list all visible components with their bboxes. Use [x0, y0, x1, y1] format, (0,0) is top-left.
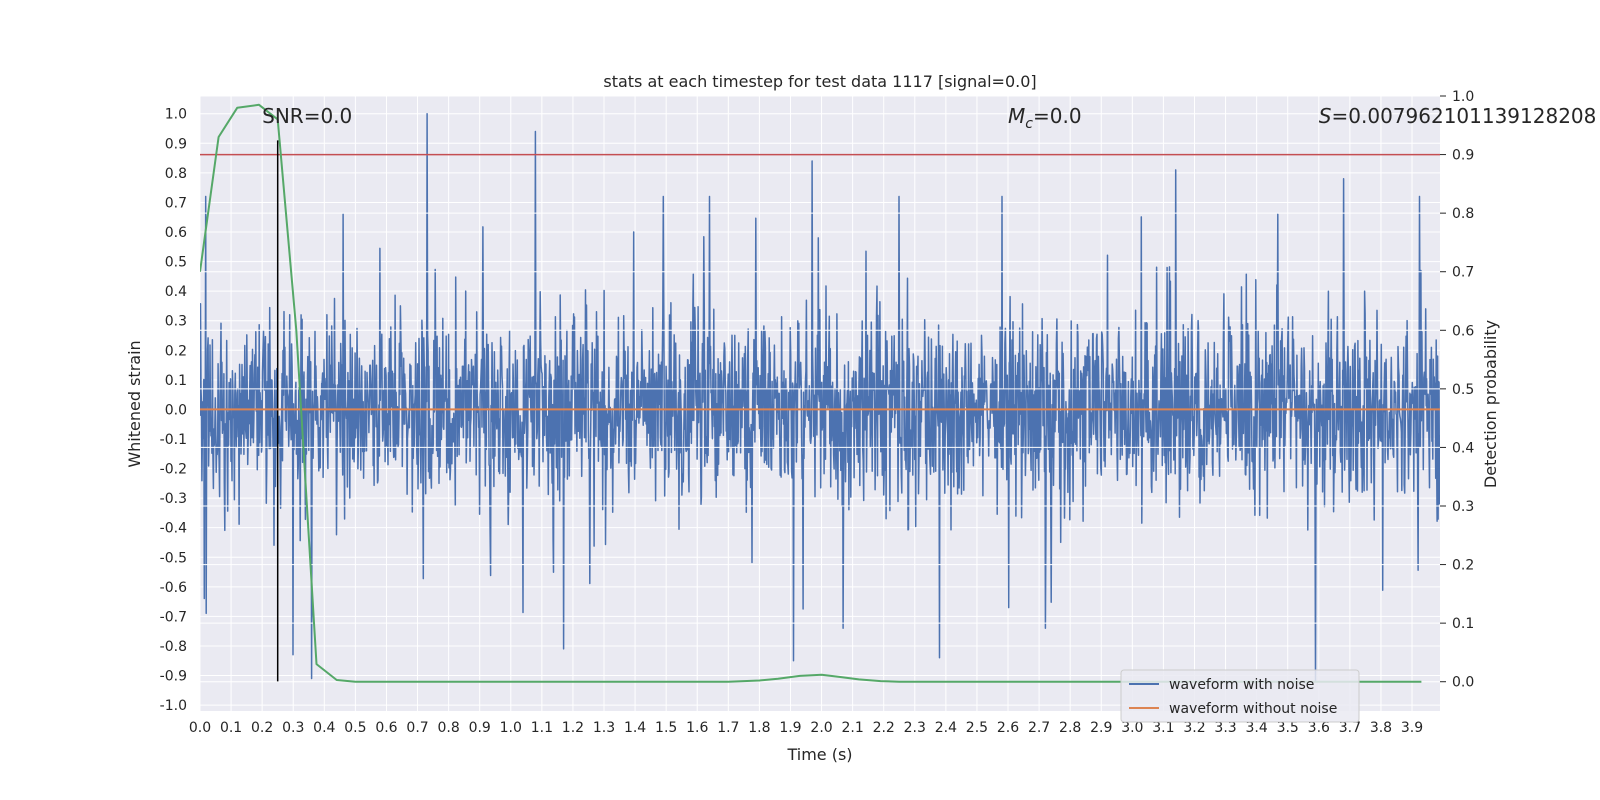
y-tick-label: -0.2: [160, 462, 187, 478]
x-tick-label: 2.5: [966, 720, 988, 736]
x-tick-label: 0.2: [251, 720, 273, 736]
x-tick-label: 0.1: [220, 720, 242, 736]
x-tick-label: 3.6: [1308, 720, 1330, 736]
y-axis-ticks: 1.0 0.9 0.8 0.7 0.6 0.5 0.4 0.3 0.2 0.1 0.0 -0.1 -0.…: [160, 107, 187, 714]
x-tick-label: 3.1: [1152, 720, 1174, 736]
y-tick-label: -0.5: [160, 550, 187, 566]
x-tick-label: 1.6: [686, 720, 708, 736]
annotation-text: S=0.007962101139128208: [1319, 104, 1597, 128]
y-tick-label: -0.7: [160, 609, 187, 625]
y2-tick-label: 0.6: [1452, 323, 1474, 339]
x-tick-label: 2.0: [810, 720, 832, 736]
annotations: SNR=0.0 Mc=0.0 S=0.007962101139128208: [262, 104, 1596, 132]
x-tick-label: 2.8: [1059, 720, 1081, 736]
x-tick-label: 0.5: [344, 720, 366, 736]
x-tick-label: 3.3: [1214, 720, 1236, 736]
y-tick-label: 0.2: [165, 343, 187, 359]
x-tick-label: 1.1: [531, 720, 553, 736]
y-tick-label: 0.9: [165, 136, 187, 152]
y-tick-label: -1.0: [160, 698, 187, 714]
overlay-lines: [200, 103, 1440, 683]
y2-tick-label: 0.4: [1452, 440, 1474, 456]
detection-probability-grid: [200, 95, 1440, 683]
chart-title: stats at each timestep for test data 111…: [603, 72, 1036, 91]
x-tick-label: 2.9: [1090, 720, 1112, 736]
x-tick-label: 2.3: [904, 720, 926, 736]
y2-tick-label: 0.2: [1452, 558, 1474, 574]
y-tick-label: 0.6: [165, 225, 187, 241]
legend: waveform with noise waveform without nois…: [1120, 669, 1360, 723]
y2-tick-label: 0.1: [1452, 616, 1474, 632]
y2-axis-ticks: 1.0 0.9 0.8 0.7 0.6 0.5 0.4 0.3 0.2 0.1 0.0: [1440, 89, 1474, 691]
x-tick-label: 1.8: [748, 720, 770, 736]
y-tick-label: 0.7: [165, 195, 187, 211]
x-tick-label: 2.7: [1028, 720, 1050, 736]
x-tick-label: 1.3: [593, 720, 615, 736]
x-tick-label: 1.9: [779, 720, 801, 736]
x-tick-label: 3.5: [1277, 720, 1299, 736]
y2-tick-label: 1.0: [1452, 89, 1474, 105]
x-tick-label: 3.8: [1370, 720, 1392, 736]
x-tick-label: 0.9: [469, 720, 491, 736]
x-tick-label: 2.1: [841, 720, 863, 736]
x-tick-label: 2.4: [935, 720, 957, 736]
y-axis-label: Whitened strain: [125, 340, 144, 467]
y-tick-label: 0.1: [165, 373, 187, 389]
y-tick-label: 0.8: [165, 166, 187, 182]
y-tick-label: 0.0: [165, 402, 187, 418]
x-tick-label: 0.4: [313, 720, 335, 736]
y-tick-label: -0.8: [160, 639, 187, 655]
x-tick-label: 1.5: [655, 720, 677, 736]
x-tick-label: 2.6: [997, 720, 1019, 736]
y2-axis-label: Detection probability: [1481, 320, 1500, 488]
x-tick-label: 0.8: [437, 720, 459, 736]
x-tick-label: 3.4: [1246, 720, 1268, 736]
x-tick-label: 3.0: [1121, 720, 1143, 736]
y-tick-label: 0.3: [165, 314, 187, 330]
x-tick-label: 2.2: [873, 720, 895, 736]
x-tick-label: 3.9: [1401, 720, 1423, 736]
x-tick-label: 3.2: [1183, 720, 1205, 736]
x-tick-label: 0.0: [189, 720, 211, 736]
legend-box: [1120, 669, 1360, 723]
x-tick-label: 1.0: [500, 720, 522, 736]
y-tick-label: 0.4: [165, 284, 187, 300]
y2-tick-label: 0.9: [1452, 148, 1474, 164]
annotation-text: SNR=0.0: [262, 104, 352, 128]
legend-label: waveform without noise: [1169, 701, 1337, 717]
annotation-text: Mc=0.0: [1008, 104, 1082, 132]
y-tick-label: 1.0: [165, 107, 187, 123]
y2-tick-label: 0.7: [1452, 265, 1474, 281]
y-tick-label: -0.9: [160, 669, 187, 685]
x-tick-label: 0.3: [282, 720, 304, 736]
x-tick-label: 0.7: [406, 720, 428, 736]
x-tick-label: 1.7: [717, 720, 739, 736]
detection-probability-line: [200, 103, 1422, 683]
x-tick-label: 1.2: [562, 720, 584, 736]
x-tick-label: 1.4: [624, 720, 646, 736]
y-tick-label: -0.6: [160, 580, 187, 596]
x-tick-label: 0.6: [375, 720, 397, 736]
legend-label: waveform with noise: [1169, 677, 1314, 693]
y-tick-label: 0.5: [165, 255, 187, 271]
y2-tick-label: 0.0: [1452, 675, 1474, 691]
y2-tick-label: 0.3: [1452, 499, 1474, 515]
y-tick-label: -0.1: [160, 432, 187, 448]
y-tick-label: -0.4: [160, 521, 187, 537]
y2-tick-label: 0.8: [1452, 206, 1474, 222]
x-axis-label: Time (s): [786, 745, 852, 764]
x-tick-label: 3.7: [1339, 720, 1361, 736]
x-axis-ticks: 0.0 0.1 0.2 0.3 0.4 0.5 0.6 0.7 0.8 0.9 1.0 1.1 1.2 1…: [189, 720, 1423, 736]
y-tick-label: -0.3: [160, 491, 187, 507]
y2-tick-label: 0.5: [1452, 382, 1474, 398]
